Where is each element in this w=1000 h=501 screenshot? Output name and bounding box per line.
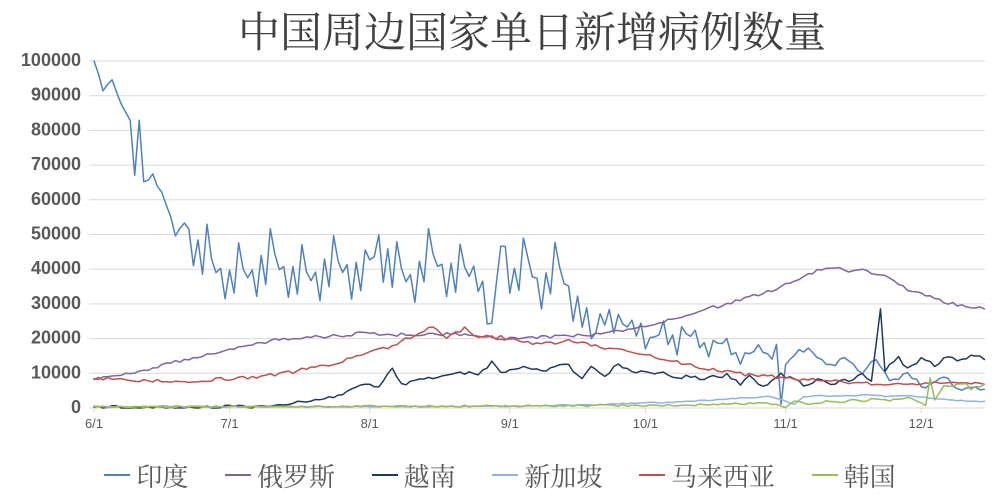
svg-text:8/1: 8/1: [361, 416, 379, 431]
svg-text:12/1: 12/1: [909, 416, 934, 431]
svg-text:50000: 50000: [31, 224, 81, 244]
svg-text:0: 0: [71, 397, 81, 417]
svg-text:20000: 20000: [31, 328, 81, 348]
svg-text:6/1: 6/1: [85, 416, 103, 431]
svg-text:10000: 10000: [31, 362, 81, 382]
svg-text:90000: 90000: [31, 85, 81, 105]
svg-text:60000: 60000: [31, 189, 81, 209]
svg-text:7/1: 7/1: [221, 416, 239, 431]
svg-text:80000: 80000: [31, 119, 81, 139]
svg-text:11/1: 11/1: [773, 416, 797, 431]
svg-text:9/1: 9/1: [501, 416, 519, 431]
svg-text:70000: 70000: [31, 154, 81, 174]
svg-text:40000: 40000: [31, 258, 81, 278]
svg-text:10/1: 10/1: [633, 416, 658, 431]
svg-text:30000: 30000: [31, 293, 81, 313]
